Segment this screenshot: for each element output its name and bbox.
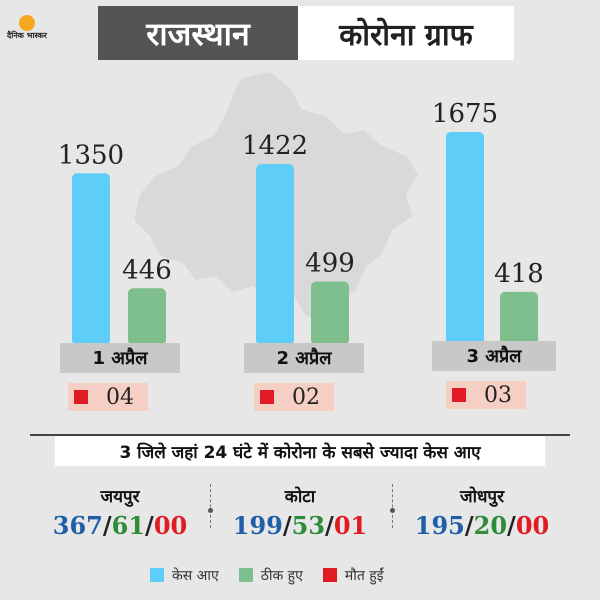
bar-recovered-1 — [128, 288, 166, 345]
bar-cases-3 — [446, 131, 484, 345]
deaths-value: 02 — [292, 384, 320, 410]
district-name: कोटा — [284, 487, 316, 507]
separator-dot — [390, 508, 395, 513]
separator-dot — [208, 508, 213, 513]
district-jodhpur: जोधपुर 195/20/00 — [392, 484, 572, 540]
deaths-box-3: 03 — [446, 381, 526, 409]
legend-swatch — [322, 568, 337, 582]
legend-item-recovered: ठीक हुए — [238, 566, 303, 585]
district-kota: कोटा 199/53/01 — [210, 484, 390, 540]
legend-swatch — [238, 568, 253, 582]
legend-item-deaths: मौत हुईं — [322, 566, 384, 585]
district-name: जयपुर — [100, 487, 140, 507]
bar-chart: 1350 1422 1675 446 499 418 — [58, 99, 544, 345]
death-marker-icon — [452, 388, 466, 402]
category-label-3: 3 अप्रैल — [432, 341, 556, 371]
value-label-cases-3: 1675 — [432, 99, 498, 129]
death-marker-icon — [74, 390, 88, 404]
logo-text: दैनिक भास्कर — [7, 30, 47, 40]
district-deaths: 01 — [333, 511, 368, 540]
category-label-text: 2 अप्रैल — [276, 348, 332, 369]
value-label-recovered-1: 446 — [122, 255, 172, 285]
district-recovered: 20 — [473, 511, 508, 540]
bar-cases-1 — [72, 173, 110, 345]
district-cases: 195 — [414, 511, 465, 540]
district-cases: 367 — [52, 511, 103, 540]
district-recovered: 61 — [111, 511, 146, 540]
legend-label: मौत हुईं — [344, 567, 384, 584]
legend-swatch — [150, 568, 164, 582]
deaths-box-1: 04 — [68, 383, 148, 411]
value-label-recovered-3: 418 — [494, 259, 544, 289]
district-cases: 199 — [232, 511, 283, 540]
district-stats: 199/53/01 — [232, 511, 368, 540]
bar-recovered-3 — [500, 291, 538, 345]
legend-label: ठीक हुए — [260, 567, 303, 584]
deaths-value: 03 — [484, 382, 512, 408]
category-label-2: 2 अप्रैल — [244, 343, 364, 373]
chart-legend: केस आए ठीक हुए मौत हुईं — [150, 564, 384, 586]
separator — [392, 484, 394, 528]
category-label-1: 1 अप्रैल — [60, 343, 180, 373]
deaths-box-2: 02 — [254, 383, 334, 411]
sun-icon — [19, 14, 35, 31]
brand-logo: दैनिक भास्कर — [6, 6, 48, 48]
category-label-text: 1 अप्रैल — [92, 348, 148, 369]
deaths-value: 04 — [106, 384, 134, 410]
district-jaipur: जयपुर 367/61/00 — [30, 484, 210, 540]
district-stats: 195/20/00 — [414, 511, 550, 540]
legend-label: केस आए — [172, 567, 219, 584]
value-label-cases-2: 1422 — [242, 131, 308, 161]
bar-cases-2 — [256, 164, 294, 345]
legend-item-cases: केस आए — [150, 566, 219, 585]
bar-recovered-2 — [311, 281, 349, 345]
value-label-recovered-2: 499 — [305, 249, 355, 279]
value-label-cases-1: 1350 — [58, 140, 124, 170]
districts-title: 3 जिले जहां 24 घंटे में कोरोना के सबसे ज… — [55, 436, 545, 466]
district-deaths: 00 — [153, 511, 188, 540]
separator — [210, 484, 212, 528]
death-marker-icon — [260, 390, 274, 404]
district-name: जोधपुर — [459, 487, 505, 507]
district-stats: 367/61/00 — [52, 511, 188, 540]
district-recovered: 53 — [291, 511, 326, 540]
district-deaths: 00 — [515, 511, 550, 540]
divider-line — [30, 434, 570, 436]
page-title-state: राजस्थान — [98, 6, 298, 60]
page-title-topic: कोरोना ग्राफ — [298, 6, 514, 60]
category-label-text: 3 अप्रैल — [466, 346, 522, 367]
